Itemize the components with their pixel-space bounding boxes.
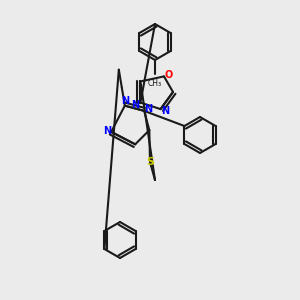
- Text: N: N: [131, 100, 140, 110]
- Text: CH₃: CH₃: [148, 79, 162, 88]
- Text: N: N: [121, 96, 129, 106]
- Text: N: N: [103, 126, 111, 136]
- Text: O: O: [165, 70, 173, 80]
- Text: S: S: [146, 157, 154, 167]
- Text: N: N: [161, 106, 169, 116]
- Text: N: N: [144, 104, 152, 114]
